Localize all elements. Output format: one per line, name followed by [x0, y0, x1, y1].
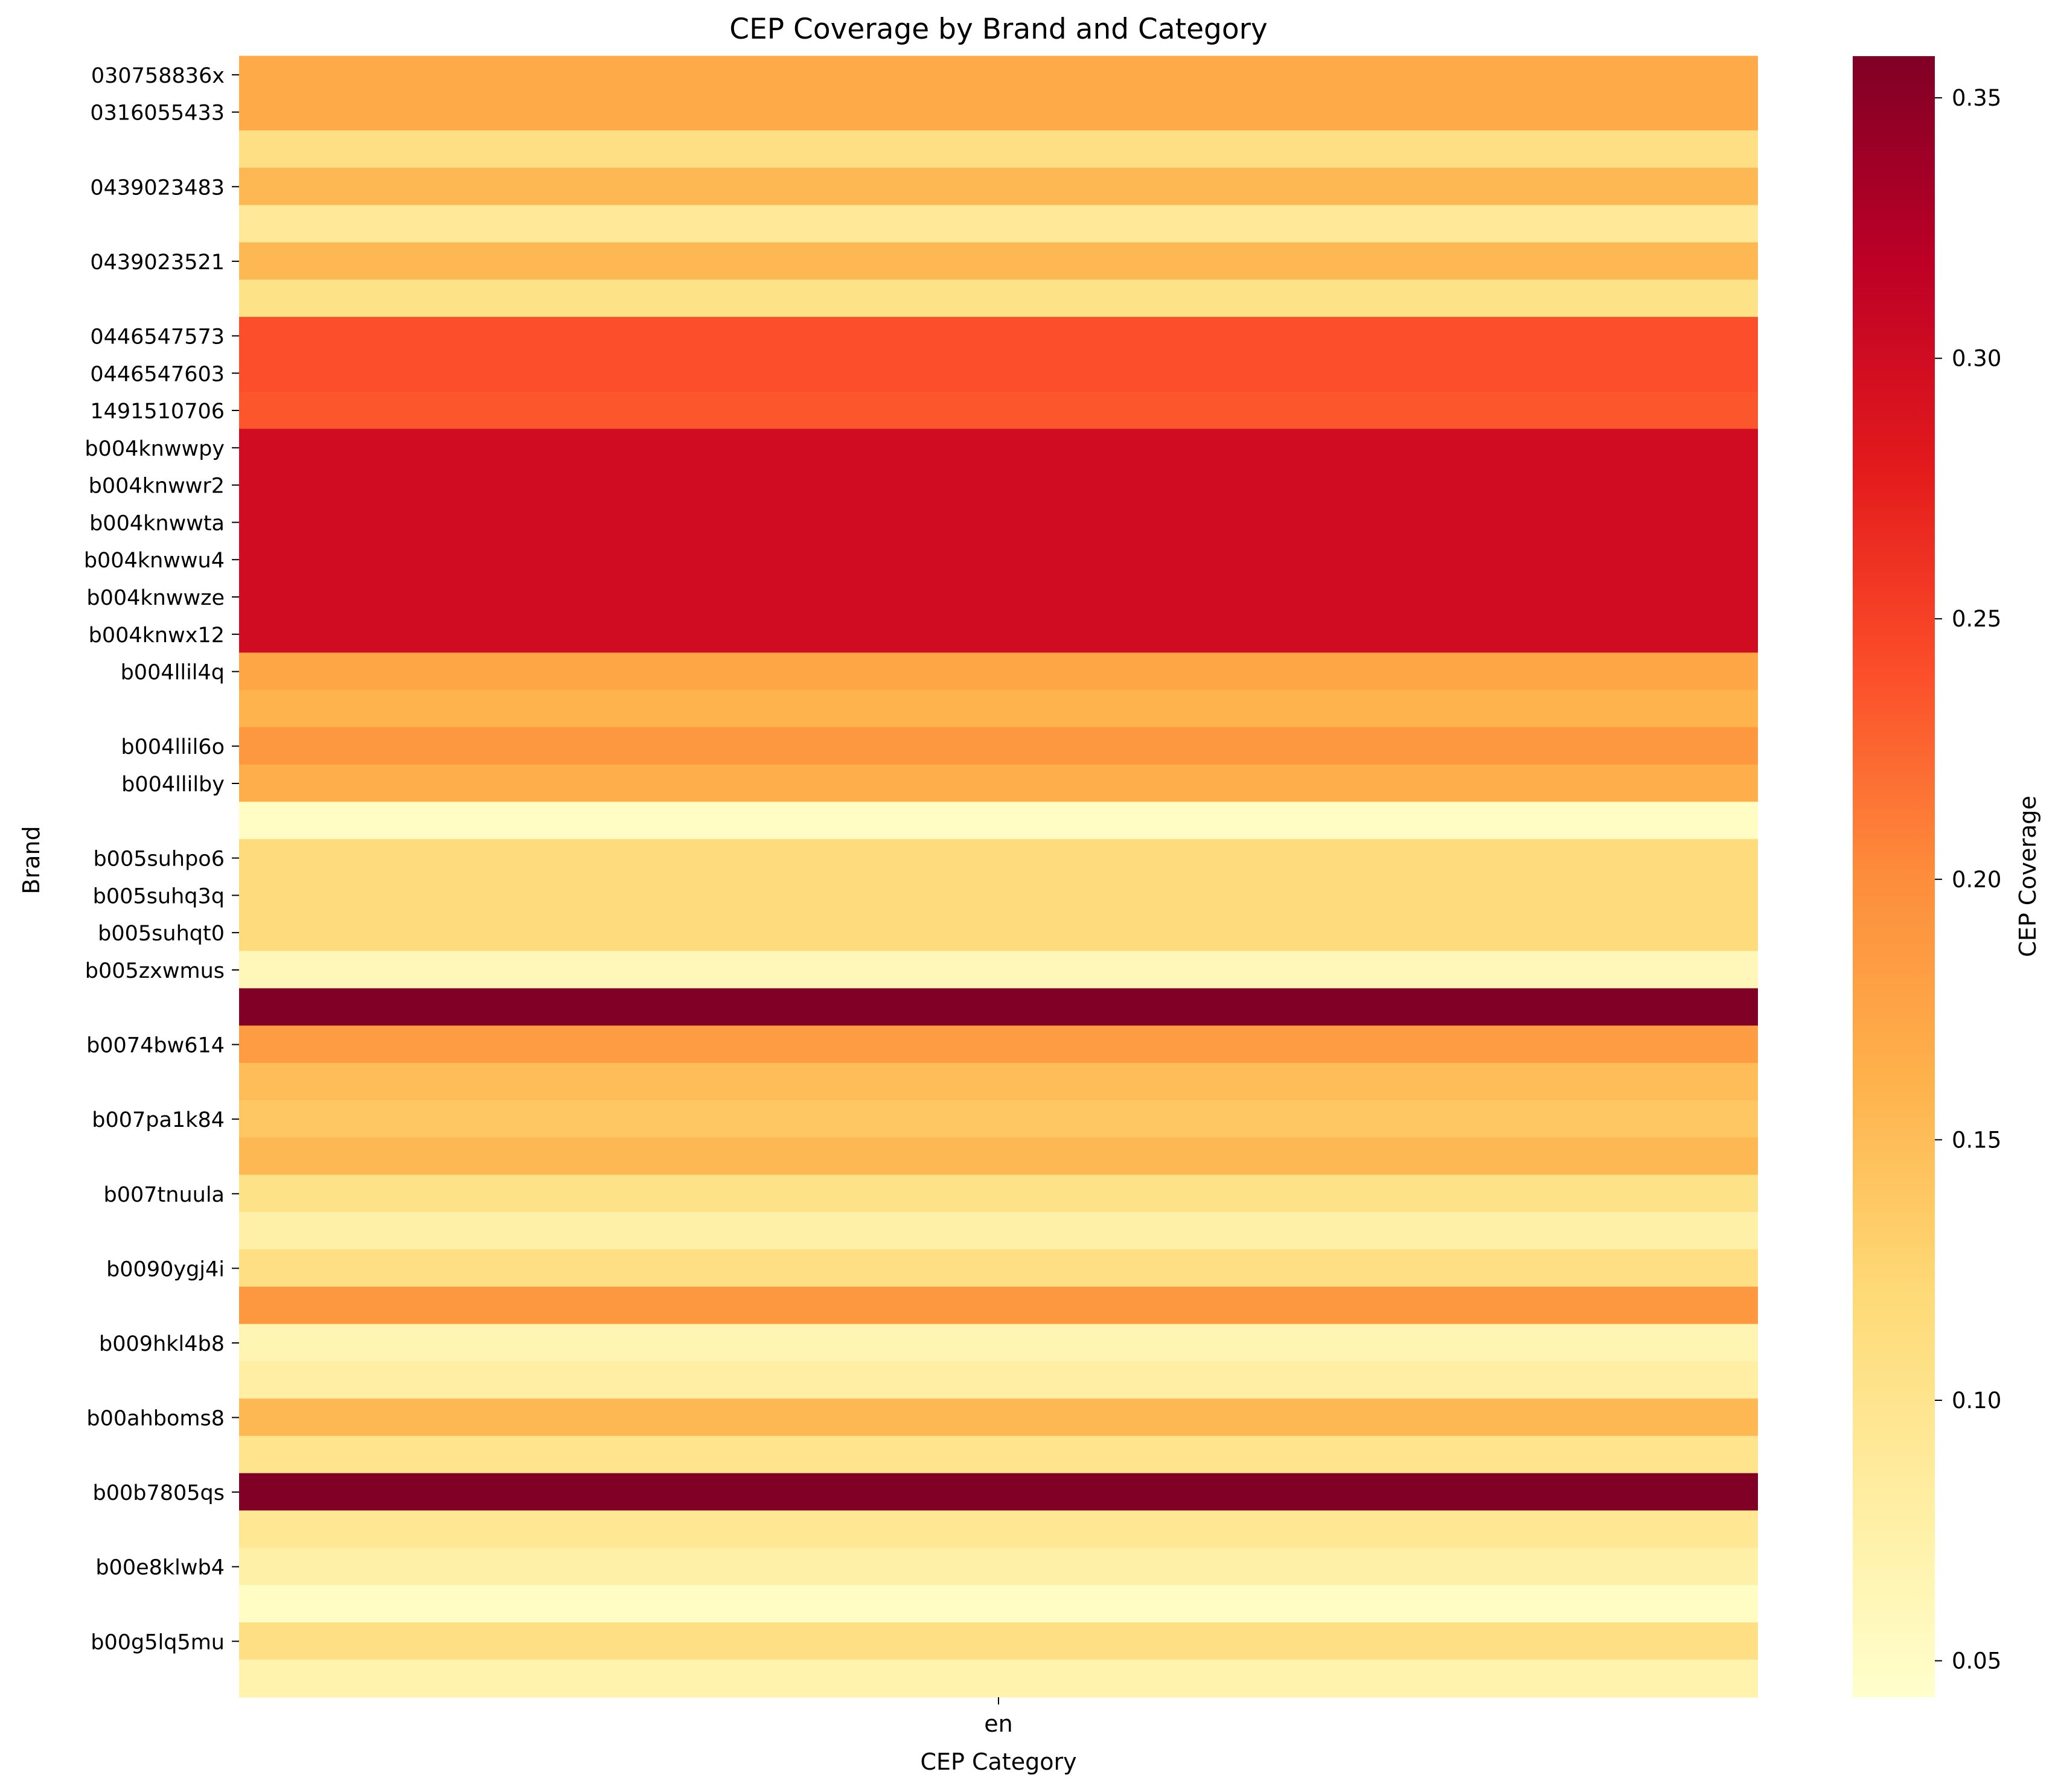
- colorbar-ticks: 0.05 0.10 0.15 0.20 0.25 0.30 0.35: [1935, 85, 2001, 1674]
- heatmap-cell: [239, 1361, 1758, 1400]
- y-tick-label: 030758836x: [91, 64, 225, 88]
- y-tick-label: b00e8klwb4: [95, 1556, 225, 1580]
- heatmap-cell: [239, 1473, 1758, 1511]
- heatmap-cell: [239, 56, 1758, 94]
- y-tick-label: b004knwwta: [89, 511, 225, 535]
- y-tick-label: b00g5lq5mu: [91, 1630, 225, 1654]
- colorbar-tick-label: 0.20: [1952, 867, 2001, 893]
- y-tick-label: 0439023483: [90, 176, 225, 200]
- heatmap-cell: [239, 391, 1758, 430]
- heatmap-cell: [239, 802, 1758, 840]
- y-tick-label: b004knwx12: [89, 623, 225, 648]
- colorbar-label: CEP Coverage: [2015, 796, 2041, 957]
- heatmap-cell: [239, 205, 1758, 243]
- y-tick-label: b005zxwmus: [85, 959, 225, 983]
- heatmap-cell: [239, 876, 1758, 914]
- y-tick-label: b004knwwpy: [85, 437, 225, 461]
- heatmap-cell: [239, 951, 1758, 989]
- heatmap-cell: [239, 1025, 1758, 1063]
- heatmap-cell: [239, 615, 1758, 654]
- heatmap-cell: [239, 1249, 1758, 1287]
- y-tick-label: b005suhqt0: [98, 922, 225, 946]
- y-tick-label: b004knwwze: [86, 586, 225, 610]
- y-tick-label: 0439023521: [90, 250, 225, 275]
- heatmap-cell: [239, 1622, 1758, 1660]
- colorbar: [1853, 56, 1935, 1697]
- y-tick-label: b007tnuula: [104, 1183, 225, 1207]
- y-tick-label: b009hkl4b8: [99, 1332, 225, 1356]
- heatmap-cell: [239, 1398, 1758, 1436]
- colorbar-tick-label: 0.30: [1952, 346, 2001, 372]
- heatmap-cell: [239, 429, 1758, 467]
- x-tick-label: en: [984, 1711, 1012, 1737]
- colorbar-tick-label: 0.05: [1952, 1648, 2001, 1674]
- heatmap-cell: [239, 1510, 1758, 1549]
- y-axis-ticks: 030758836x 0316055433 0439023483 0439023521…: [84, 64, 239, 1654]
- heatmap-cell: [239, 1062, 1758, 1101]
- y-tick-label: b007pa1k84: [92, 1108, 225, 1132]
- heatmap-cell: [239, 1548, 1758, 1586]
- heatmap-cell: [239, 279, 1758, 318]
- heatmap-cell: [239, 540, 1758, 579]
- y-tick-label: b005suhq3q: [93, 884, 225, 908]
- heatmap-cell: [239, 93, 1758, 132]
- y-tick-label: b004llilby: [121, 773, 225, 797]
- heatmap-cells: [239, 56, 1758, 1698]
- y-tick-label: b00b7805qs: [93, 1481, 225, 1505]
- colorbar-tick-label: 0.15: [1952, 1127, 2001, 1153]
- chart-title: CEP Coverage by Brand and Category: [729, 13, 1268, 46]
- heatmap-cell: [239, 167, 1758, 206]
- heatmap-cell: [239, 1286, 1758, 1325]
- heatmap-cell: [239, 503, 1758, 541]
- y-tick-label: b0090ygj4i: [106, 1257, 225, 1281]
- y-tick-label: 1491510706: [90, 400, 225, 424]
- heatmap-cell: [239, 1585, 1758, 1623]
- heatmap-cell: [239, 727, 1758, 765]
- heatmap-cell: [239, 690, 1758, 728]
- heatmap-cell: [239, 764, 1758, 803]
- heatmap-cell: [239, 913, 1758, 952]
- heatmap-cell: [239, 354, 1758, 392]
- y-tick-label: b004llil4q: [121, 661, 225, 685]
- colorbar-tick-label: 0.10: [1952, 1388, 2001, 1414]
- colorbar-tick-label: 0.25: [1952, 606, 2001, 632]
- x-axis-label: CEP Category: [920, 1749, 1076, 1775]
- y-tick-label: 0446547603: [90, 362, 225, 386]
- heatmap-cell: [239, 130, 1758, 168]
- y-tick-label: b0074bw614: [86, 1034, 225, 1058]
- heatmap-cell: [239, 1212, 1758, 1250]
- heatmap-cell: [239, 988, 1758, 1027]
- heatmap-cell: [239, 1435, 1758, 1474]
- heatmap-cell: [239, 578, 1758, 616]
- y-tick-label: b005suhpo6: [93, 847, 225, 872]
- y-tick-label: 0446547573: [90, 325, 225, 349]
- y-tick-label: b00ahboms8: [86, 1407, 225, 1431]
- heatmap-cell: [239, 317, 1758, 355]
- heatmap-cell: [239, 1175, 1758, 1213]
- heatmap-cell: [239, 466, 1758, 505]
- heatmap-cell: [239, 1100, 1758, 1138]
- colorbar-tick-label: 0.35: [1952, 85, 2001, 111]
- y-tick-label: b004knwwr2: [89, 474, 225, 499]
- heatmap-cell: [239, 1659, 1758, 1698]
- heatmap-cell: [239, 1324, 1758, 1362]
- heatmap-cell: [239, 242, 1758, 281]
- heatmap-cell: [239, 1137, 1758, 1176]
- y-tick-label: b004knwwu4: [84, 549, 225, 573]
- y-tick-label: b004llil6o: [121, 735, 225, 759]
- y-axis-label: Brand: [18, 826, 45, 894]
- heatmap-cell: [239, 839, 1758, 877]
- heatmap-cell: [239, 652, 1758, 691]
- y-tick-label: 0316055433: [90, 101, 225, 126]
- x-axis-ticks: en: [984, 1697, 1013, 1737]
